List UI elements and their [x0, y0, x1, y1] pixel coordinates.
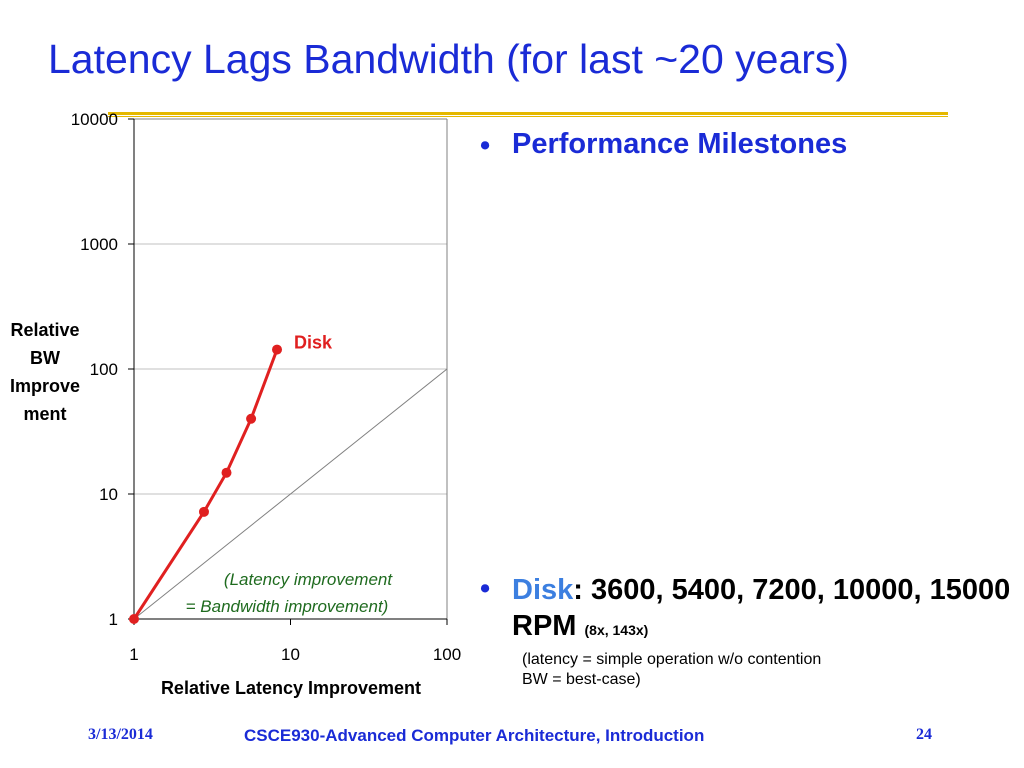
footer-date: 3/13/2014 [88, 726, 153, 743]
y-axis-label-line: Improve [9, 376, 81, 396]
reference-line [133, 368, 448, 620]
y-axis-label: Relative BW Improve ment [0, 316, 90, 428]
x-axis-label: Relative Latency Improvement [160, 678, 422, 698]
y-axis-label-line: BW [30, 348, 60, 368]
disk-rpm-values: 3600, 5400, 7200, 10000, 15000 RPM [512, 574, 1011, 642]
disk-data-point [198, 506, 209, 517]
footer-course: CSCE930-Advanced Computer Architecture, … [244, 726, 705, 745]
disk-data-point [246, 413, 257, 424]
bullet-performance-milestones: Performance Milestones [512, 128, 848, 160]
disk-data-point [129, 614, 139, 624]
disk-word: Disk [512, 574, 574, 606]
bullet-disk: Disk: 3600, 5400, 7200, 10000, 15000 RPM… [512, 572, 1012, 648]
disk-series-label: Disk [294, 333, 333, 353]
disk-data-point [272, 344, 283, 355]
bullet-dot: • [480, 130, 491, 162]
x-tick-label: 10 [281, 645, 300, 664]
y-tick-label: 1 [109, 610, 118, 629]
bullet-dot: • [480, 573, 491, 605]
disk-data-point [221, 467, 232, 478]
note-line: BW = best-case) [522, 671, 641, 688]
x-tick-label: 100 [433, 645, 461, 664]
disk-colon: : [573, 574, 583, 606]
y-tick-label: 1000 [80, 235, 118, 254]
reference-line-label: (Latency improvement [224, 570, 393, 589]
y-axis-label-line: ment [23, 404, 67, 424]
slide-title: Latency Lags Bandwidth (for last ~20 yea… [48, 36, 850, 82]
note-line: (latency = simple operation w/o contenti… [522, 651, 822, 668]
definition-note: (latency = simple operation w/o contenti… [522, 650, 821, 690]
footer-page-number: 24 [916, 726, 932, 743]
y-axis-label-line: Relative [10, 320, 80, 340]
y-tick-label: 10000 [71, 110, 118, 129]
y-tick-label: 100 [90, 360, 118, 379]
chart: 1 10 100 1000 10000 1 10 100 (Latency improvemen… [71, 110, 461, 664]
y-tick-label: 10 [99, 485, 118, 504]
title-rule [108, 112, 948, 117]
x-tick-label: 1 [129, 645, 138, 664]
reference-line-label: = Bandwidth improvement) [186, 597, 389, 616]
disk-ratio: (8x, 143x) [584, 622, 649, 638]
